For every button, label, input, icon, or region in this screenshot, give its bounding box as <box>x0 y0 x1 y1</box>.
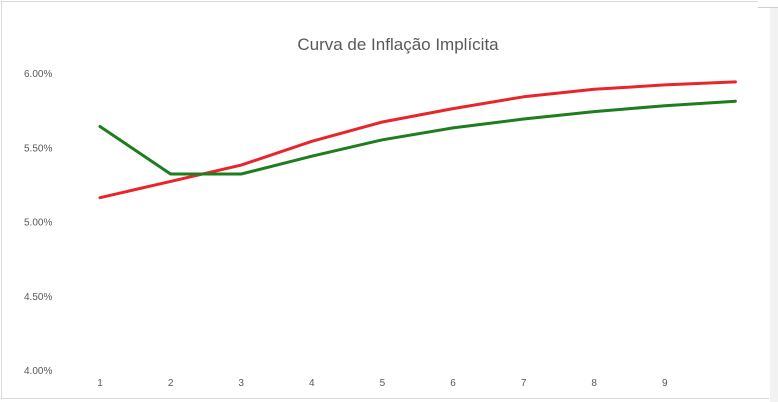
x-tick-label: 5 <box>380 378 386 389</box>
window-corner <box>758 0 778 8</box>
x-tick-label: 1 <box>97 378 103 389</box>
x-tick-label: 3 <box>238 378 244 389</box>
series-lines <box>98 80 737 200</box>
series-line-2 <box>98 99 737 176</box>
x-tick-label: 6 <box>450 378 456 389</box>
chart-title: Curva de Inflação Implícita <box>297 35 499 54</box>
x-tick-label: 2 <box>168 378 174 389</box>
x-tick-label: 9 <box>662 378 668 389</box>
y-tick-label: 5.00% <box>24 218 52 229</box>
x-tick-label: 7 <box>521 378 527 389</box>
y-tick-label: 4.00% <box>24 366 52 377</box>
x-axis-ticks: 1 2 3 4 5 6 7 8 9 <box>97 378 668 389</box>
x-tick-label: 4 <box>309 378 315 389</box>
window-edge <box>770 0 778 402</box>
y-tick-label: 6.00% <box>24 69 52 80</box>
x-tick-label: 8 <box>591 378 597 389</box>
y-tick-label: 5.50% <box>24 143 52 154</box>
y-tick-label: 4.50% <box>24 292 52 303</box>
chart-frame <box>1 1 769 399</box>
series-line-1 <box>98 80 737 200</box>
y-axis-ticks: 4.00% 4.50% 5.00% 5.50% 6.00% <box>24 69 52 377</box>
